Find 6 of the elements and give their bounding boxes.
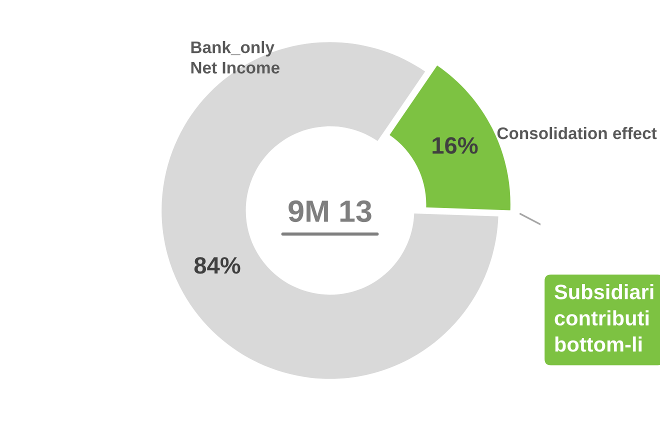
- slice-label: Consolidation effect: [497, 126, 657, 140]
- data-label: 84%: [194, 257, 240, 274]
- text: 9M 13: [288, 200, 372, 222]
- text: Subsidiari contributi bottom-li: [554, 284, 654, 352]
- slice-label: Bank_only Net Income: [191, 40, 280, 74]
- data-label: 16%: [432, 137, 478, 154]
